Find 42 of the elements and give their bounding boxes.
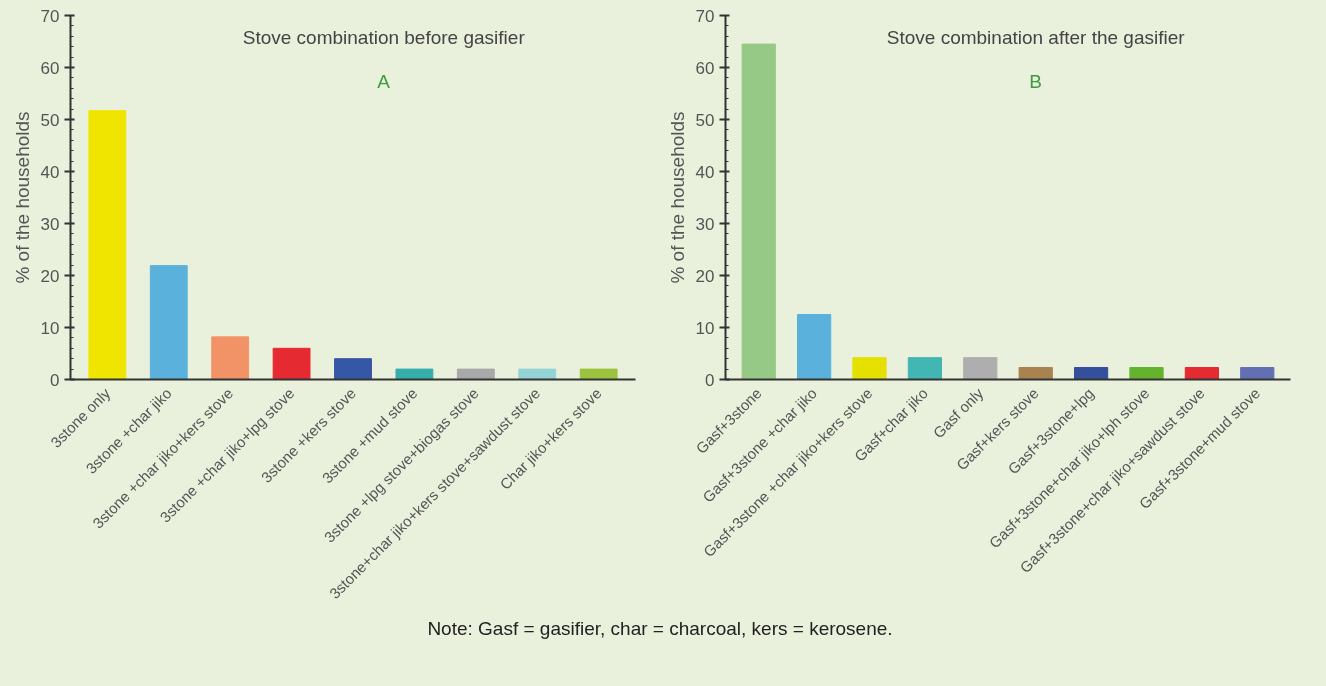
y-tick-label: 60: [40, 58, 60, 78]
bar: [1240, 367, 1275, 380]
y-tick-label: 20: [40, 266, 60, 286]
y-tick-label: 0: [705, 370, 715, 390]
bar: [518, 368, 557, 380]
y-tick-label: 60: [695, 58, 715, 78]
y-tick-label: 10: [695, 318, 715, 338]
bar: [1184, 367, 1219, 380]
y-tick-label: 10: [40, 318, 60, 338]
bar: [852, 357, 887, 380]
bar: [149, 265, 188, 380]
text: Stove combination before gasifier: [242, 26, 526, 48]
y-tick-label: 20: [695, 266, 715, 286]
y-tick-label: 0: [50, 370, 60, 390]
bar: [741, 43, 776, 380]
bar: [1073, 367, 1109, 380]
bar: [272, 347, 311, 380]
text: Stove combination after the gasifier: [886, 26, 1186, 48]
text: B: [1029, 70, 1043, 92]
bar: [907, 357, 943, 380]
text: Note: Gasf = gasifier, char = charcoal, kers = kerosene.: [427, 617, 893, 641]
y-axis-title: % of the households: [11, 111, 33, 284]
bar: [579, 368, 618, 380]
y-tick-label: 50: [695, 110, 715, 130]
text: A: [377, 70, 391, 92]
y-tick-label: 70: [695, 6, 715, 26]
bar: [88, 110, 127, 380]
bar: [1129, 367, 1164, 380]
y-axis-title: % of the households: [666, 111, 688, 284]
y-tick-label: 70: [40, 6, 60, 26]
bar: [395, 368, 434, 380]
bar: [1018, 367, 1053, 380]
bar: [797, 314, 832, 380]
y-tick-label: 50: [40, 110, 60, 130]
bar: [963, 357, 998, 380]
y-tick-label: 30: [695, 214, 715, 234]
bar: [334, 358, 372, 380]
bar: [211, 336, 250, 380]
y-tick-label: 30: [40, 214, 60, 234]
y-tick-label: 40: [695, 162, 715, 182]
y-tick-label: 40: [40, 162, 60, 182]
bar: [456, 368, 495, 380]
